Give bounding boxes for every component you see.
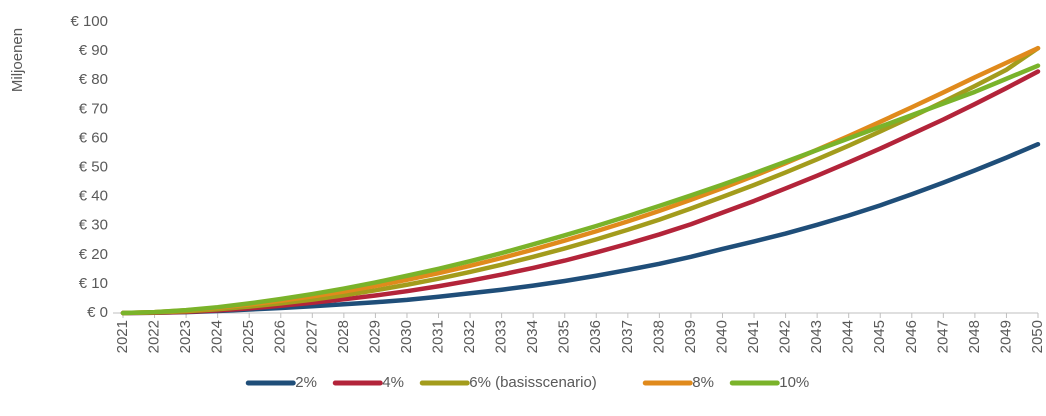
x-tick-label: 2035 [556, 320, 573, 353]
y-tick-label: € 0 [87, 304, 108, 321]
x-tick-label: 2023 [177, 320, 194, 353]
y-tick-label: € 80 [79, 71, 108, 88]
x-tick-label: 2021 [114, 320, 131, 353]
x-tick-label: 2037 [619, 320, 636, 353]
x-tick-label: 2039 [682, 320, 699, 353]
x-tick-label: 2043 [808, 320, 825, 353]
x-tick-label: 2027 [303, 320, 320, 353]
x-tick-label: 2045 [871, 320, 888, 353]
series-line [120, 63, 1041, 316]
x-tick-label: 2022 [146, 320, 163, 353]
x-tick-label: 2038 [650, 320, 667, 353]
legend-label: 8% [692, 374, 714, 391]
x-tick-label: 2026 [272, 320, 289, 353]
legend-label: 10% [779, 374, 809, 391]
y-axis-title: Miljoenen [9, 28, 26, 92]
series-line [120, 45, 1041, 316]
legend-label: 4% [382, 374, 404, 391]
y-tick-label: € 40 [79, 188, 108, 205]
y-tick-label: € 10 [79, 275, 108, 292]
x-tick-label: 2030 [398, 320, 415, 353]
x-tick-label: 2049 [997, 320, 1014, 353]
x-tick-label: 2036 [587, 320, 604, 353]
x-tick-label: 2046 [903, 320, 920, 353]
x-tick-label: 2048 [966, 320, 983, 353]
x-tick-label: 2032 [461, 320, 478, 353]
y-tick-label: € 50 [79, 158, 108, 175]
x-tick-label: 2050 [1029, 320, 1046, 353]
x-tick-label: 2044 [840, 320, 857, 353]
x-tick-label: 2024 [209, 320, 226, 353]
x-tick-label: 2034 [524, 320, 541, 353]
x-tick-label: 2040 [713, 320, 730, 353]
y-tick-label: € 60 [79, 129, 108, 146]
x-tick-label: 2041 [745, 320, 762, 353]
x-tick-label: 2025 [240, 320, 257, 353]
x-tick-label: 2033 [493, 320, 510, 353]
y-tick-label: € 20 [79, 246, 108, 263]
x-tick-label: 2047 [934, 320, 951, 353]
x-tick-label: 2028 [335, 320, 352, 353]
legend-label: 2% [295, 374, 317, 391]
x-tick-label: 2042 [777, 320, 794, 353]
series-line [120, 45, 1041, 316]
x-tick-label: 2031 [429, 320, 446, 353]
y-tick-label: € 70 [79, 100, 108, 117]
legend-label: 6% (basisscenario) [469, 374, 597, 391]
y-tick-label: € 100 [70, 13, 108, 30]
y-tick-label: € 90 [79, 42, 108, 59]
y-tick-label: € 30 [79, 217, 108, 234]
x-tick-label: 2029 [366, 320, 383, 353]
